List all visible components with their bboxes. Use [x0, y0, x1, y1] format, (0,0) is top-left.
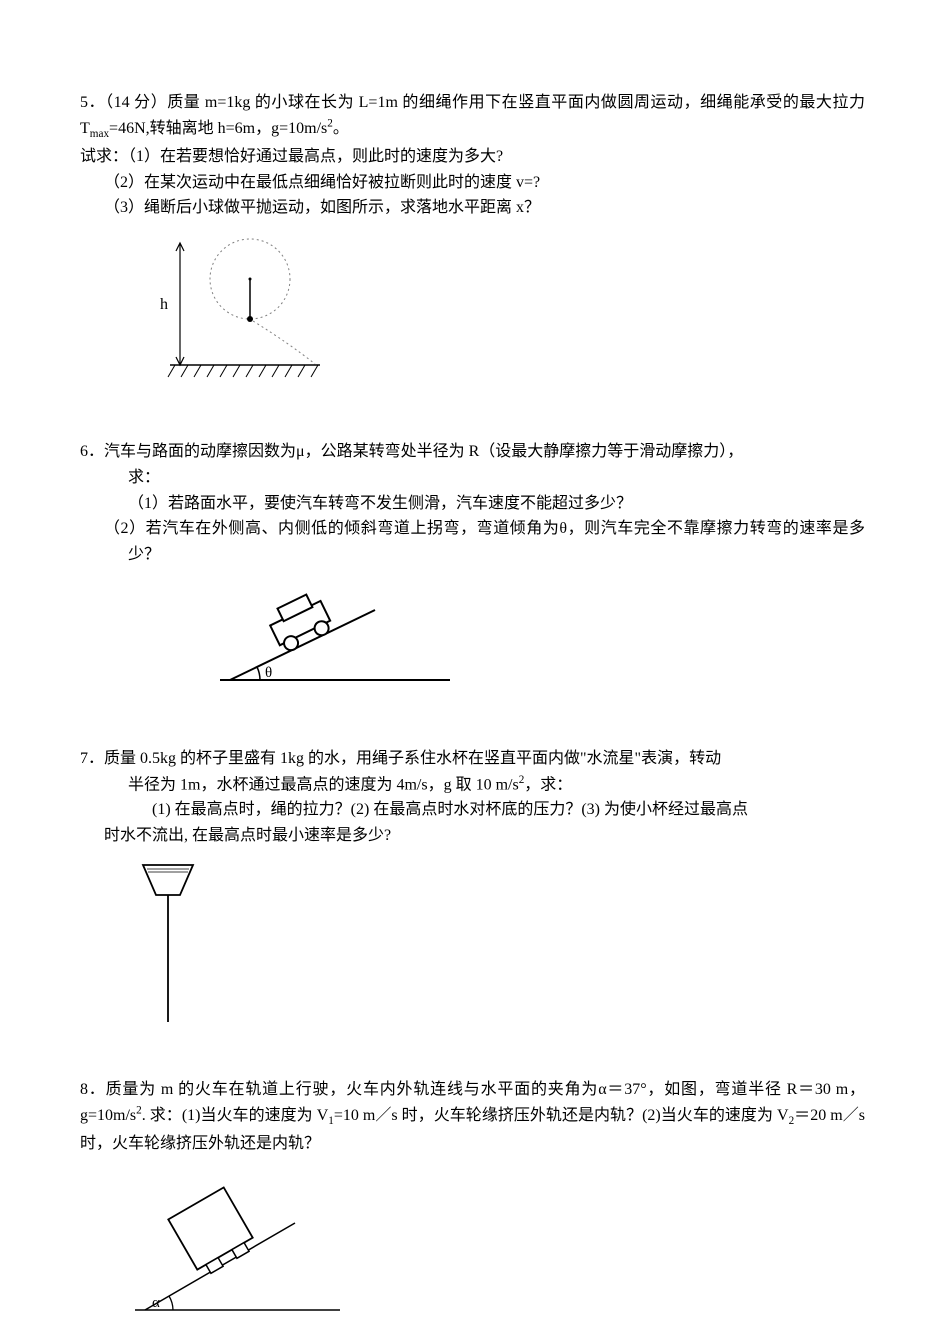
problem-5-intro: 5．（14 分）质量 m=1kg 的小球在长为 L=1m 的细绳作用下在竖直平面… [80, 90, 865, 144]
problem-5-part-2: （2）在某次运动中在最低点细绳恰好被拉断则此时的速度 v=? [80, 170, 865, 196]
circle-string-ground-icon: h [120, 229, 320, 389]
problem-5-intro-text: （14 分）质量 m=1kg 的小球在长为 L=1m 的细绳作用下在竖直平面内做… [80, 94, 865, 137]
problem-7-figure [135, 857, 865, 1036]
problem-number: 8． [80, 1081, 106, 1098]
problem-5-part-3: （3）绳断后小球做平抛运动，如图所示，求落地水平距离 x？ [80, 195, 865, 221]
problem-6-intro-text: 汽车与路面的动摩擦因数为μ，公路某转弯处半径为 R（设最大静摩擦力等于滑动摩擦力… [104, 443, 743, 460]
problem-7-intro: 7．质量 0.5kg 的杯子里盛有 1kg 的水，用绳子系住水杯在竖直平面内做"… [80, 746, 865, 772]
problem-7-parts-line1: (1) 在最高点时，绳的拉力？(2) 在最高点时水对杯底的压力？(3) 为使小杯… [80, 797, 865, 823]
car-incline-icon: θ [210, 575, 460, 695]
problem-7-intro-cont: 半径为 1m，水杯通过最高点的速度为 4m/s，g 取 10 m/s2，求： [80, 772, 865, 798]
problem-5-figure: h [120, 229, 865, 398]
h-label: h [160, 296, 168, 313]
alpha-label: α [152, 1295, 160, 1311]
problem-5: 5．（14 分）质量 m=1kg 的小球在长为 L=1m 的细绳作用下在竖直平面… [80, 90, 865, 397]
problem-6-lead: 求： [80, 465, 865, 491]
theta-label: θ [265, 665, 272, 681]
problem-8-intro-text: 质量为 m 的火车在轨道上行驶，火车内外轨连线与水平面的夹角为α＝37°，如图，… [80, 1081, 865, 1152]
problem-number: 7． [80, 750, 104, 767]
train-banked-track-icon: α [120, 1175, 350, 1325]
problem-6: 6．汽车与路面的动摩擦因数为μ，公路某转弯处半径为 R（设最大静摩擦力等于滑动摩… [80, 439, 865, 704]
problem-number: 5． [80, 94, 105, 111]
problem-6-figure: θ [210, 575, 865, 704]
problem-7-parts-line2: 时水不流出, 在最高点时最小速率是多少? [80, 823, 865, 849]
problem-8: 8．质量为 m 的火车在轨道上行驶，火车内外轨连线与水平面的夹角为α＝37°，如… [80, 1077, 865, 1333]
problem-6-intro: 6．汽车与路面的动摩擦因数为μ，公路某转弯处半径为 R（设最大静摩擦力等于滑动摩… [80, 439, 865, 465]
problem-7: 7．质量 0.5kg 的杯子里盛有 1kg 的水，用绳子系住水杯在竖直平面内做"… [80, 746, 865, 1035]
problem-7-intro-text: 质量 0.5kg 的杯子里盛有 1kg 的水，用绳子系住水杯在竖直平面内做"水流… [104, 750, 721, 767]
problem-6-part-2: （2）若汽车在外侧高、内侧低的倾斜弯道上拐弯，弯道倾角为θ，则汽车完全不靠摩擦力… [80, 516, 865, 567]
cup-string-icon [135, 857, 215, 1027]
problem-5-lead: 试求：（1）在若要想恰好通过最高点，则此时的速度为多大? [80, 144, 865, 170]
problem-6-part-1: （1）若路面水平，要使汽车转弯不发生侧滑，汽车速度不能超过多少？ [80, 491, 865, 517]
problem-number: 6． [80, 443, 104, 460]
problem-8-figure: α [120, 1175, 865, 1334]
problem-8-intro: 8．质量为 m 的火车在轨道上行驶，火车内外轨连线与水平面的夹角为α＝37°，如… [80, 1077, 865, 1157]
